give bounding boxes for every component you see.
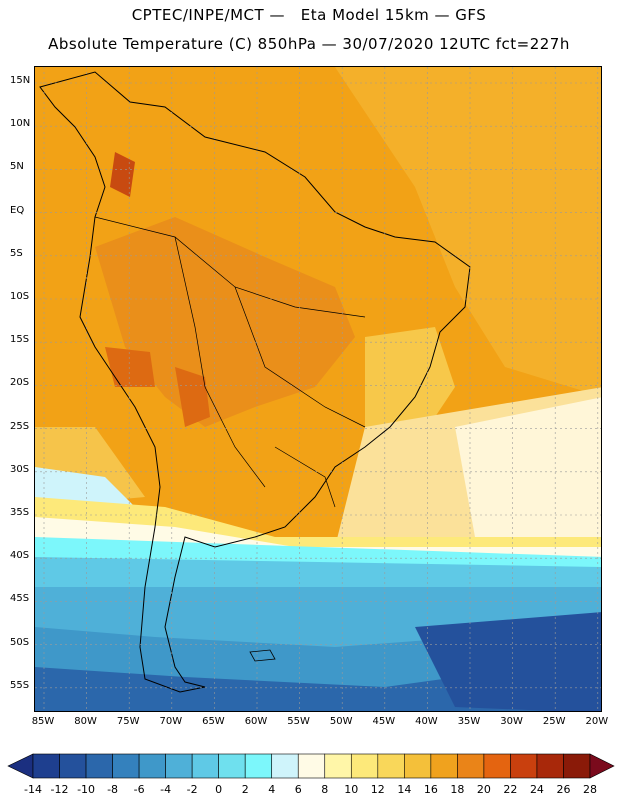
lon-label: 80W <box>74 716 97 727</box>
colorbar-bin <box>483 753 511 779</box>
colorbar-bin <box>138 753 166 779</box>
lat-label: 40S <box>10 550 30 562</box>
field-band-m10 <box>415 612 601 711</box>
colorbar-bin <box>536 753 564 779</box>
colorbar-bin <box>563 753 591 779</box>
field-hotspot-bolivia <box>175 367 210 427</box>
field-hotspot-colombia <box>110 152 135 197</box>
colorbar-tick-label: -8 <box>107 783 119 796</box>
colorbar-bin <box>32 753 60 779</box>
lon-label: 45W <box>372 716 396 727</box>
colorbar-bin <box>430 753 458 779</box>
colorbar-bin <box>59 753 87 779</box>
colorbar-bin <box>510 753 538 779</box>
colorbar-tick-label: -14 <box>24 783 42 796</box>
colorbar-bin <box>297 753 326 779</box>
colorbar-bin <box>324 753 352 779</box>
colorbar-tick-label: 18 <box>450 783 465 796</box>
colorbar-tick-label: -6 <box>133 783 145 796</box>
border-central <box>234 286 366 428</box>
colorbar-bin <box>191 753 219 779</box>
colorbar-tick-label: 0 <box>215 783 223 796</box>
colorbar-tick-label: 26 <box>556 783 571 796</box>
lon-label: 70W <box>159 716 183 727</box>
colorbar-tick-label: 20 <box>476 783 491 796</box>
colorbar-tick-label: 22 <box>503 783 518 796</box>
lat-label: 20S <box>10 377 30 389</box>
colorbar-bin <box>218 753 246 779</box>
lat-label: 50S <box>10 636 30 648</box>
lat-label: 30S <box>10 463 30 475</box>
lon-label: 60W <box>244 716 268 727</box>
colorbar-bin <box>457 753 485 779</box>
lat-label: 35S <box>10 507 30 518</box>
field-atlantic-north <box>335 67 601 397</box>
colorbar-tick-label: -12 <box>50 783 69 796</box>
lon-label: 65W <box>202 716 225 727</box>
lon-label: 20W <box>585 716 609 727</box>
colorbar-tick-label: 24 <box>529 783 544 796</box>
colorbar-tick-label: 10 <box>344 783 359 796</box>
map-frame <box>34 66 602 712</box>
colorbar-tick-label: 16 <box>423 783 438 796</box>
lon-label: 85W <box>31 716 55 727</box>
colorbar-tick-label: 8 <box>321 783 329 796</box>
lat-label: 55S <box>10 679 30 691</box>
colorbar-tick-label: 28 <box>583 783 597 796</box>
colorbar-bin <box>85 753 113 779</box>
field-interior-warm <box>95 217 355 427</box>
colorbar-tick-label: -4 <box>160 783 172 796</box>
colorbar-bin <box>244 753 273 779</box>
lat-label: 15S <box>10 334 30 346</box>
colorbar-tick-label: 2 <box>241 783 249 796</box>
colorbar-under-arrow <box>7 753 34 779</box>
continent-outline <box>39 71 471 693</box>
lon-label: 40W <box>415 716 438 727</box>
colorbar-tick-label: 14 <box>397 783 412 796</box>
colorbar-tick-label: 12 <box>370 783 385 796</box>
lat-label: EQ <box>10 204 25 216</box>
chart-title-line2: Absolute Temperature (C) 850hPa — 30/07/… <box>48 35 570 53</box>
chart-title-line1: CPTEC/INPE/MCT — Eta Model 15km — GFS <box>131 6 487 24</box>
lat-label: 25S <box>10 420 30 432</box>
lat-label: 45S <box>10 593 30 605</box>
temperature-map <box>35 67 601 711</box>
colorbar-bin <box>377 753 405 779</box>
lat-label: 10N <box>10 118 31 130</box>
border-west <box>174 236 266 488</box>
lat-label: 15N <box>10 75 31 86</box>
field-hotspot-peru <box>105 347 155 387</box>
colorbar-bin <box>165 753 193 779</box>
colorbar-tick-label: 6 <box>294 783 302 796</box>
lon-label: 35W <box>457 716 481 727</box>
lon-label: 30W <box>500 716 523 727</box>
lat-label: 5S <box>10 247 23 259</box>
lon-label: 55W <box>287 716 310 727</box>
lon-label: 75W <box>116 716 140 727</box>
falklands-outline <box>249 649 276 662</box>
lon-label: 50W <box>329 716 353 727</box>
colorbar-bin <box>404 753 432 779</box>
colorbar-bin <box>112 753 140 779</box>
lat-label: 5N <box>10 161 24 173</box>
lon-label: 25W <box>542 716 566 727</box>
colorbar-bin <box>350 753 379 779</box>
field-south-atlantic-pale <box>455 397 601 537</box>
colorbar-bin <box>271 753 299 779</box>
colorbar-over-arrow <box>589 753 615 779</box>
lat-label: 10S <box>10 291 30 302</box>
colorbar-tick-label: 4 <box>268 783 276 796</box>
colorbar-tick-label: -10 <box>77 783 96 796</box>
border-south <box>274 446 336 508</box>
colorbar <box>7 753 615 779</box>
colorbar-tick-label: -2 <box>186 783 198 796</box>
